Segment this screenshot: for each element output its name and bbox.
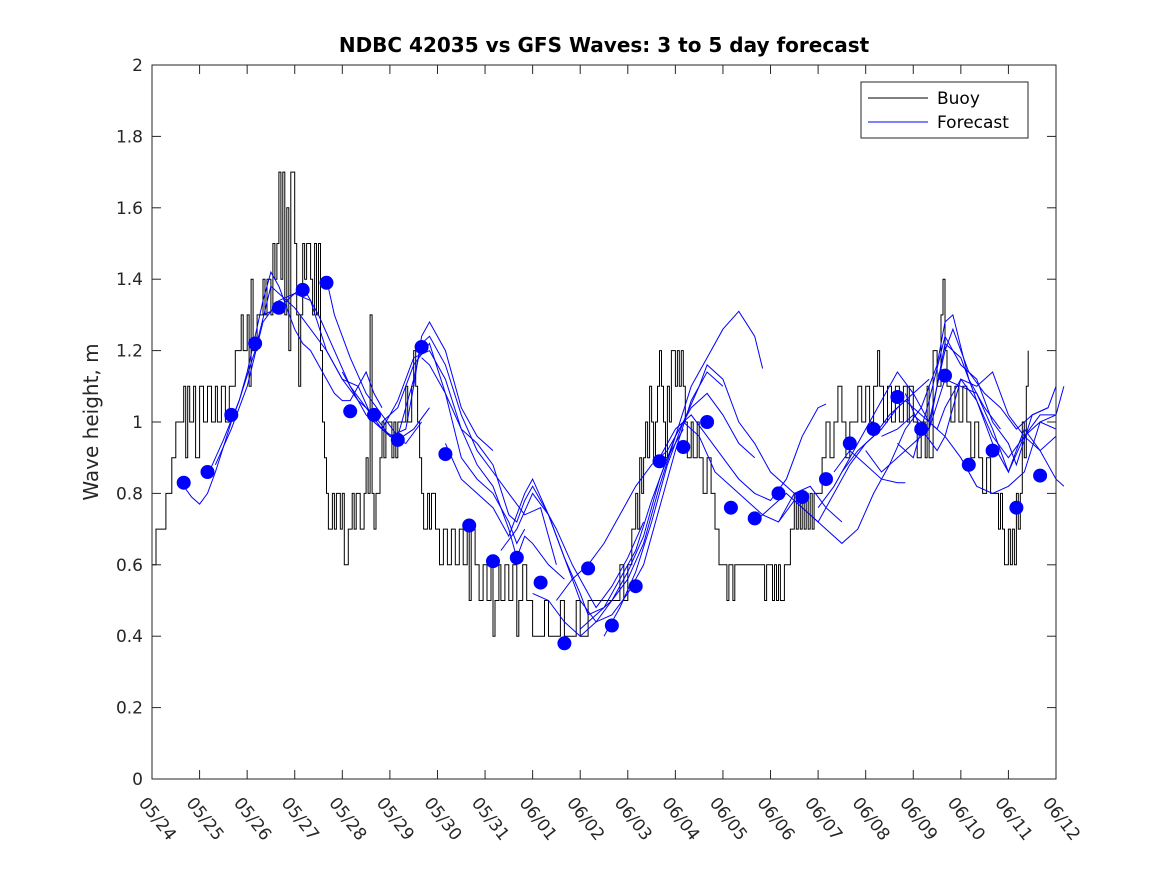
forecast-marker xyxy=(248,336,263,351)
y-axis: 0 0.2 0.4 0.6 0.8 1 1.2 1.4 1.6 1.8 2 xyxy=(116,56,1056,790)
forecast-line xyxy=(833,449,906,484)
forecast-marker xyxy=(771,486,786,501)
y-tick-label: 1 xyxy=(132,413,143,433)
forecast-marker xyxy=(224,407,239,422)
y-tick-label: 0.8 xyxy=(116,484,143,504)
forecast-marker xyxy=(200,465,215,479)
forecast-line xyxy=(603,421,843,637)
y-tick-label: 1.6 xyxy=(116,199,143,219)
forecast-marker xyxy=(676,440,691,454)
forecast-marker xyxy=(795,490,810,504)
y-tick-label: 0.4 xyxy=(116,627,143,647)
chart-title: NDBC 42035 vs GFS Waves: 3 to 5 day fore… xyxy=(339,33,870,57)
buoy-series xyxy=(152,171,1029,637)
forecast-marker xyxy=(723,500,738,515)
y-tick-label: 2 xyxy=(132,56,143,76)
forecast-marker xyxy=(985,443,1000,458)
forecast-line xyxy=(897,334,1049,467)
forecast-marker xyxy=(842,436,857,451)
forecast-marker xyxy=(367,407,381,422)
forecast-marker xyxy=(961,457,976,472)
forecast-line xyxy=(659,403,827,502)
forecast-line xyxy=(532,392,756,637)
forecast-marker xyxy=(486,554,500,569)
y-tick-label: 0 xyxy=(132,770,143,790)
forecast-marker xyxy=(414,340,429,354)
forecast-marker xyxy=(533,575,548,590)
forecast-line xyxy=(207,285,423,476)
forecast-marker xyxy=(295,282,310,297)
y-tick-label: 1.4 xyxy=(116,270,143,290)
forecast-marker xyxy=(462,518,477,533)
forecast-line xyxy=(928,386,1065,494)
forecast-series xyxy=(183,270,1065,637)
forecast-line xyxy=(579,310,764,630)
y-tick-label: 0.6 xyxy=(116,556,143,576)
forecast-marker xyxy=(700,415,715,429)
forecast-marker xyxy=(914,422,929,437)
y-tick-label: 1.2 xyxy=(116,342,143,362)
forecast-marker xyxy=(319,275,334,290)
forecast-marker xyxy=(176,475,191,490)
forecast-marker xyxy=(1033,468,1048,483)
buoy-line xyxy=(152,171,1029,637)
forecast-marker xyxy=(271,300,286,315)
legend-box xyxy=(860,81,1029,139)
forecast-marker xyxy=(866,422,881,437)
legend: Buoy Forecast xyxy=(860,81,1029,139)
forecast-marker xyxy=(438,447,453,462)
forecast-line xyxy=(421,357,645,609)
forecast-marker xyxy=(604,618,619,633)
forecast-marker xyxy=(938,368,952,383)
forecast-marker xyxy=(628,579,643,594)
forecast-marker xyxy=(652,454,667,469)
legend-label-forecast: Forecast xyxy=(937,113,1009,133)
legend-label-buoy: Buoy xyxy=(937,89,980,109)
forecast-marker xyxy=(509,550,524,565)
plot-area xyxy=(152,65,1056,779)
y-tick-label: 0.2 xyxy=(116,699,143,719)
y-axis-label: Wave height, m xyxy=(79,343,103,500)
forecast-line xyxy=(817,327,1057,508)
forecast-line xyxy=(904,378,1065,487)
forecast-marker xyxy=(343,404,358,419)
forecast-marker xyxy=(581,561,596,576)
forecast-marker xyxy=(390,432,405,447)
forecast-marker xyxy=(890,390,905,404)
forecast-marker xyxy=(819,472,833,487)
y-tick-label: 1.8 xyxy=(116,127,143,147)
forecast-marker xyxy=(747,511,762,526)
forecast-markers xyxy=(176,275,1048,651)
forecast-marker xyxy=(557,636,572,651)
forecast-line xyxy=(778,313,1001,545)
forecast-marker xyxy=(1009,500,1024,515)
forecast-line xyxy=(326,279,557,565)
forecast-line xyxy=(262,292,494,451)
